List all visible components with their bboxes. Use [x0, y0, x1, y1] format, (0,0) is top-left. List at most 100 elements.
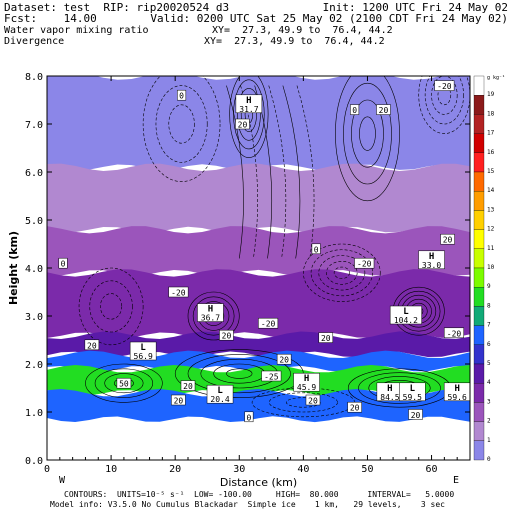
colorbar-swatch — [473, 383, 485, 403]
contour-line — [318, 255, 366, 291]
contour-label-box — [219, 329, 234, 341]
colorbar-swatch — [473, 402, 485, 422]
contour-label-text: -20 — [447, 329, 462, 338]
contour-value-label: 0 — [58, 257, 68, 269]
contour-value-label: -20 — [168, 286, 189, 298]
y-tick-label: 0.0 — [25, 456, 43, 467]
extremum-letter: L — [403, 307, 409, 317]
contour-label-box — [261, 370, 282, 382]
contour-line — [343, 82, 392, 185]
contour-value-label: 20 — [276, 353, 292, 365]
contour-line — [333, 266, 350, 279]
extremum-label: H33.0 — [418, 250, 445, 270]
contour-label-text: 20 — [411, 411, 421, 420]
contour-label-text: 20 — [308, 397, 318, 406]
contour-label-text: 20 — [222, 332, 232, 341]
contour-label-box — [168, 286, 189, 298]
colorbar-swatch — [473, 363, 485, 384]
contour-label-text: -20 — [437, 82, 452, 91]
contour-line — [229, 76, 269, 158]
colorbar-label: 11 — [487, 245, 495, 252]
colorbar-swatch — [473, 133, 485, 153]
contour-line — [268, 392, 338, 413]
contour-line — [226, 85, 244, 259]
extremum-value: 84.5 — [380, 393, 399, 402]
y-tick-label: 3.0 — [25, 312, 43, 323]
contour-label-text: -20 — [171, 289, 186, 298]
extremum-box — [206, 384, 234, 404]
extremum-value: 33.0 — [422, 261, 441, 270]
contour-line — [187, 354, 291, 394]
contour-line — [431, 76, 458, 115]
extremum-label: L20.4 — [206, 384, 234, 404]
contour-label-box — [180, 380, 196, 391]
colorbar-label: 0 — [487, 456, 491, 463]
contour-value-label: -20 — [258, 317, 279, 329]
colorbar-label: 6 — [487, 341, 491, 348]
colorbar-swatch — [473, 171, 485, 192]
contour-value-label: -20 — [443, 327, 464, 339]
contour-value-label: 20 — [171, 394, 186, 406]
valid-time-label: Valid: 0200 UTC Sat 25 May 02 (2100 CDT … — [150, 12, 508, 25]
colorbar-label: 19 — [487, 91, 495, 98]
contour-line — [78, 267, 144, 346]
contour-value-label: -25 — [261, 370, 282, 382]
contour-value-label: 0 — [311, 243, 321, 254]
contour-label-text: 0 — [352, 106, 357, 115]
extremum-label: H84.5 — [376, 382, 404, 402]
contour-line — [100, 293, 123, 320]
contour-line — [268, 85, 287, 259]
dataset-label: Dataset: test RIP: rip20020524 d3 — [4, 1, 230, 14]
moisture-band — [47, 269, 470, 339]
extremum-letter: L — [140, 343, 146, 353]
extremum-value: 104.2 — [394, 316, 418, 325]
colorbar-label: 13 — [487, 206, 495, 213]
contour-value-label: 0 — [244, 411, 254, 422]
colorbar-swatch — [473, 75, 485, 96]
y-tick-label: 7.0 — [25, 120, 43, 131]
colorbar-label: 1 — [487, 437, 491, 444]
colorbar-swatch — [473, 152, 485, 173]
colorbar-swatch — [473, 114, 485, 134]
extremum-label: L59.5 — [399, 382, 426, 402]
contour-label-box — [116, 377, 132, 389]
colorbar-label: 9 — [487, 283, 491, 290]
contour-line — [335, 76, 400, 202]
contour-label-text: 20 — [183, 382, 193, 391]
contour-label-box — [350, 104, 360, 115]
extremum-letter: H — [208, 305, 213, 315]
contour-value-label: 20 — [347, 401, 362, 413]
extremum-box — [197, 303, 224, 322]
contour-label-box — [171, 394, 186, 406]
contour-label-box — [376, 104, 391, 115]
colorbar-label: 7 — [487, 322, 491, 329]
contour-label-box — [443, 327, 464, 339]
x-tick-label: 50 — [361, 464, 373, 475]
colorbar-swatch — [473, 267, 485, 288]
contour-value-label: 20 — [408, 409, 423, 420]
contour-line — [326, 260, 358, 285]
contour-line — [296, 85, 315, 259]
moisture-band — [47, 163, 470, 233]
footer-model-info: Model info: V3.5.0 No Cumulus Blackadar … — [50, 500, 445, 509]
contour-line — [142, 76, 221, 182]
contour-line — [94, 368, 154, 398]
contour-label-text: 20 — [443, 236, 453, 245]
colorbar-swatch — [473, 421, 485, 441]
extremum-label: H45.9 — [293, 372, 320, 392]
colorbar-swatch — [473, 95, 485, 115]
moisture-band — [47, 365, 470, 396]
field2-xy: XY= 27.3, 49.9 to 76.4, 44.2 — [204, 36, 385, 47]
contour-label-box — [84, 339, 100, 351]
colorbar-label: 10 — [487, 264, 495, 271]
contour-line — [310, 249, 373, 297]
colorbar-swatch — [473, 306, 485, 326]
extremum-box — [389, 305, 422, 325]
contour-label-text: 20 — [350, 404, 360, 413]
extremum-value: 45.9 — [297, 383, 316, 392]
contour-label-box — [235, 118, 250, 130]
field1-name: Water vapor mixing ratio — [4, 25, 149, 36]
extremum-label: L56.9 — [129, 341, 157, 361]
